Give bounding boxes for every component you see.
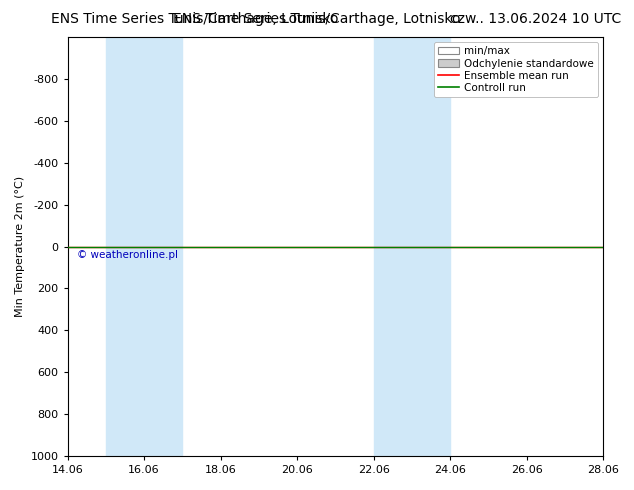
Text: czw.. 13.06.2024 10 UTC: czw.. 13.06.2024 10 UTC bbox=[450, 12, 621, 26]
Text: ENS Time Series Tunis/Carthage, Lotnisko: ENS Time Series Tunis/Carthage, Lotnisko bbox=[51, 12, 338, 26]
Text: © weatheronline.pl: © weatheronline.pl bbox=[77, 250, 178, 260]
Bar bbox=[106, 37, 183, 456]
Legend: min/max, Odchylenie standardowe, Ensemble mean run, Controll run: min/max, Odchylenie standardowe, Ensembl… bbox=[434, 42, 598, 97]
Y-axis label: Min Temperature 2m (°C): Min Temperature 2m (°C) bbox=[15, 176, 25, 317]
Bar bbox=[373, 37, 450, 456]
Text: ENS Time Series Tunis/Carthage, Lotnisko: ENS Time Series Tunis/Carthage, Lotnisko bbox=[173, 12, 461, 26]
